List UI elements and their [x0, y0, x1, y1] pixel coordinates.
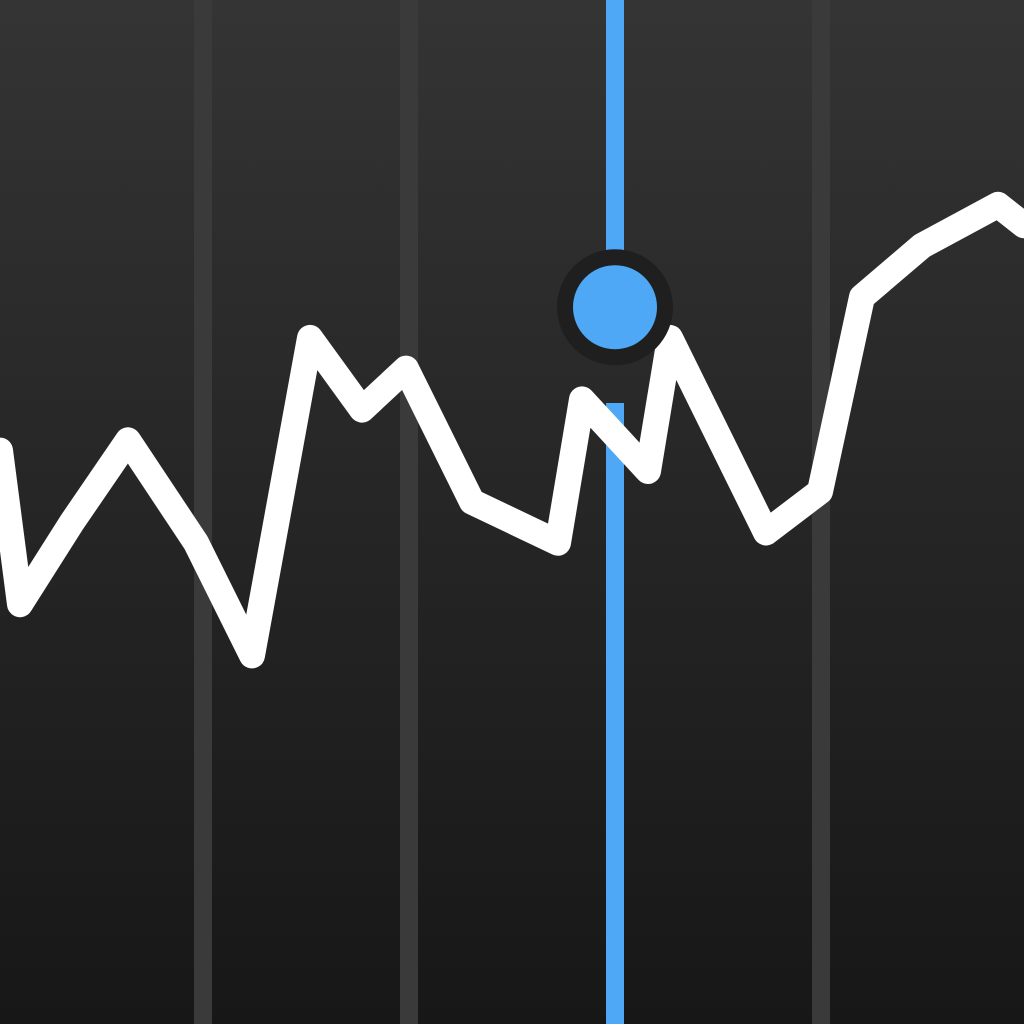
cursor-marker-dot — [573, 265, 657, 350]
price-line — [0, 191, 1024, 669]
cursor-line-lower — [606, 403, 624, 1024]
gridline — [812, 0, 830, 1024]
gridline — [400, 0, 418, 1024]
gridlines — [194, 0, 830, 1024]
cursor-line-upper — [606, 0, 624, 279]
gridline — [194, 0, 212, 1024]
cursor-line — [606, 0, 624, 1024]
